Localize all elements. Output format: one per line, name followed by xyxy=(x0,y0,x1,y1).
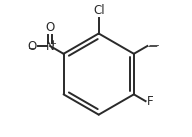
Text: −: − xyxy=(28,44,36,54)
Text: F: F xyxy=(147,95,153,108)
Text: —: — xyxy=(148,41,157,51)
Text: O: O xyxy=(46,21,55,34)
Text: Cl: Cl xyxy=(93,4,104,17)
Text: —: — xyxy=(148,40,159,50)
Text: N: N xyxy=(46,39,55,52)
Text: O: O xyxy=(27,39,36,52)
Text: +: + xyxy=(50,38,56,48)
